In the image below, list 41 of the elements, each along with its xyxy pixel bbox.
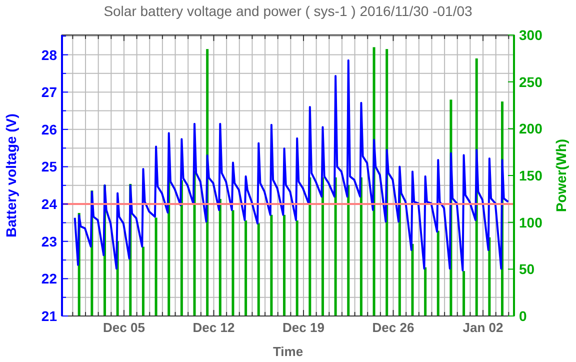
bar [142,246,144,316]
bar [334,177,337,316]
x-tick-label: Dec 19 [282,320,324,335]
y-axis-title: Battery voltage (V) [3,114,19,238]
line-series [74,59,510,272]
bar [424,267,427,316]
bar [347,184,350,316]
y2-tick-label: 100 [519,214,543,230]
bar [436,230,440,316]
bar [154,218,158,316]
y2-tick-label: 200 [519,120,543,137]
y-tick-label: 25 [41,158,58,175]
bar [462,271,466,316]
y-tick-label: 28 [41,46,58,63]
y-tick-label: 24 [41,196,58,212]
y2-tick-label: 250 [519,74,543,90]
bar [257,223,260,316]
y-tick-label: 27 [41,84,58,100]
bar [296,220,298,316]
bar [218,198,222,316]
y-tick-label: 21 [41,308,58,324]
x-tick-label: Jan 02 [462,320,504,335]
chart-title: Solar battery voltage and power ( sys-1 ) 2016/11/30 -01/03 [104,3,473,19]
y-tick-label: 26 [41,121,58,138]
x-tick-label: Dec 26 [372,320,414,335]
y2-tick-label: 150 [519,168,543,184]
bar [411,244,414,316]
bar [360,177,362,316]
y-tick-label: 23 [41,233,58,250]
x-tick-label: Dec 05 [103,320,145,335]
y2-axis-title: Power(Wh) [553,138,569,212]
bar [270,214,273,316]
x-axis-title: Time [272,344,304,359]
y2-tick-label: 50 [519,261,535,278]
y2-tick-label: 300 [519,27,543,43]
bar [232,210,234,316]
x-tick-label: Dec 12 [192,320,235,335]
y-tick-label: 22 [41,270,58,287]
bar [283,214,286,316]
y2-tick-label: 0 [519,308,527,324]
bar [244,220,248,316]
